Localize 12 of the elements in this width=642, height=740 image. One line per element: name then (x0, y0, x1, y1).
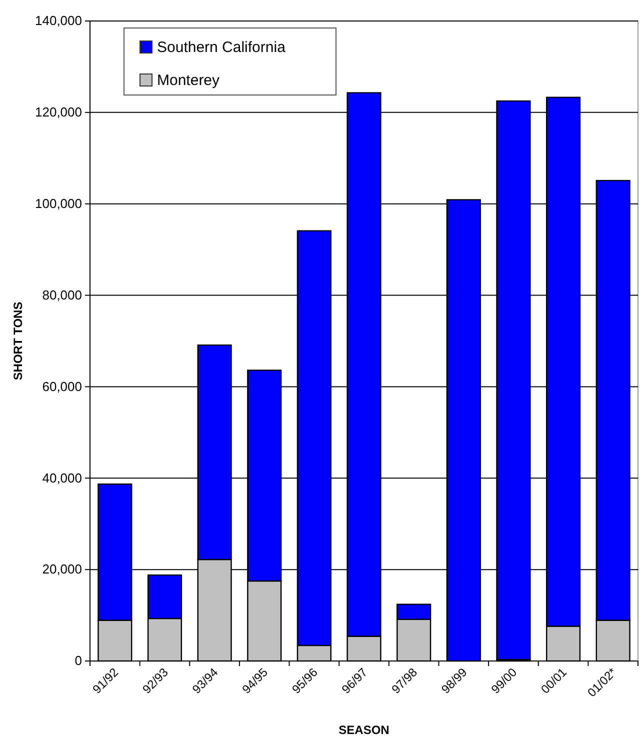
x-axis-title: SEASON (338, 723, 390, 737)
y-tick-label: 140,000 (35, 13, 82, 28)
legend-label: Monterey (157, 72, 220, 89)
y-tick-label: 120,000 (35, 104, 82, 120)
y-tick-label: 20,000 (42, 562, 82, 577)
legend-label: Southern California (157, 39, 286, 56)
y-tick-label: 0 (74, 653, 82, 668)
y-tick-label: 100,000 (35, 196, 82, 212)
y-axis-title: SHORT TONS (11, 302, 25, 380)
y-tick-label: 40,000 (42, 470, 82, 486)
y-tick-label: 80,000 (42, 287, 82, 302)
y-tick-label: 60,000 (42, 378, 82, 394)
